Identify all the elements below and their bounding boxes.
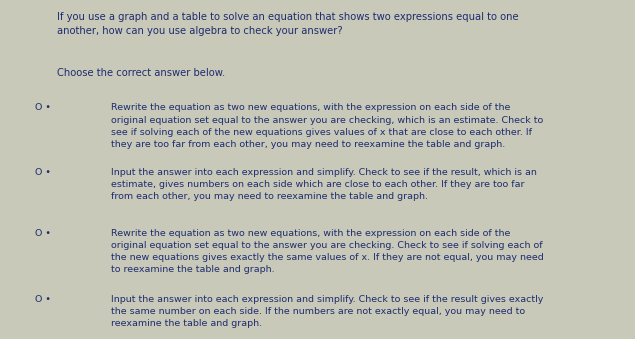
Text: If you use a graph and a table to solve an equation that shows two expressions e: If you use a graph and a table to solve … — [57, 12, 519, 36]
Text: Rewrite the equation as two new equations, with the expression on each side of t: Rewrite the equation as two new equation… — [111, 103, 544, 149]
Text: O •: O • — [35, 295, 51, 304]
Text: Input the answer into each expression and simplify. Check to see if the result g: Input the answer into each expression an… — [111, 295, 544, 328]
Text: Choose the correct answer below.: Choose the correct answer below. — [57, 68, 225, 78]
Text: Input the answer into each expression and simplify. Check to see if the result, : Input the answer into each expression an… — [111, 168, 537, 201]
Text: O •: O • — [35, 168, 51, 177]
Text: O •: O • — [35, 103, 51, 113]
Text: O •: O • — [35, 229, 51, 238]
Text: Rewrite the equation as two new equations, with the expression on each side of t: Rewrite the equation as two new equation… — [111, 229, 544, 274]
